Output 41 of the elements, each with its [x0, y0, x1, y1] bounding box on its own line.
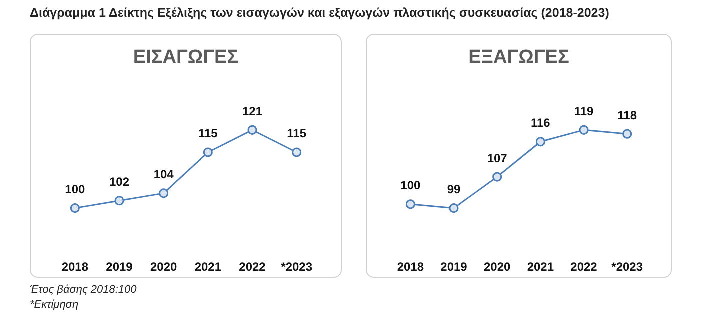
x-tick-label: 2022	[570, 260, 598, 274]
point	[406, 200, 416, 210]
x-tick-label: *2023	[612, 260, 644, 274]
chart-subtitle: ΕΙΣΑΓΩΓΕΣ	[133, 47, 239, 68]
x-tick-label: 2022	[239, 260, 266, 274]
point	[536, 137, 546, 147]
text: *Εκτίμηση	[30, 298, 80, 313]
point	[159, 188, 169, 198]
chart-subtitle: ΕΞΑΓΩΓΕΣ	[468, 47, 570, 68]
x-tick-label: 2021	[194, 260, 222, 274]
x-tick-label: 2019	[106, 260, 134, 274]
x-tick-label: 2019	[440, 260, 468, 274]
data-label: 121	[242, 104, 263, 118]
x-tick-label: 2018	[397, 260, 424, 274]
point	[622, 129, 632, 139]
chart-title: Διάγραμμα 1 Δείκτης Εξέλιξης των εισαγωγών και εξαγωγών πλαστικής συσκευασίας (2018-2023)	[30, 6, 610, 20]
point	[292, 148, 302, 158]
x-tick-label: 2020	[484, 260, 512, 274]
data-label: 100	[65, 182, 86, 197]
data-label: 107	[487, 151, 508, 166]
point	[248, 125, 258, 135]
data-label: 119	[574, 104, 594, 118]
point	[492, 172, 502, 182]
x-tick-label: 2021	[527, 260, 554, 274]
data-label: 99	[447, 182, 461, 197]
text: Έτος βάσης 2018:100	[30, 283, 137, 298]
data-label: 115	[198, 126, 218, 141]
x-tick-label: 2020	[150, 260, 178, 274]
x-tick-label: *2023	[281, 260, 313, 274]
x-tick-label: 2018	[62, 260, 89, 274]
data-label: 100	[400, 178, 421, 193]
data-label: 118	[618, 108, 638, 122]
data-label: 102	[109, 175, 130, 190]
point	[114, 196, 124, 206]
point	[70, 204, 80, 214]
data-label: 116	[530, 116, 551, 130]
point	[203, 148, 213, 158]
point	[579, 125, 589, 135]
data-label: 104	[154, 168, 174, 182]
point	[449, 204, 459, 214]
data-label: 115	[287, 126, 307, 141]
